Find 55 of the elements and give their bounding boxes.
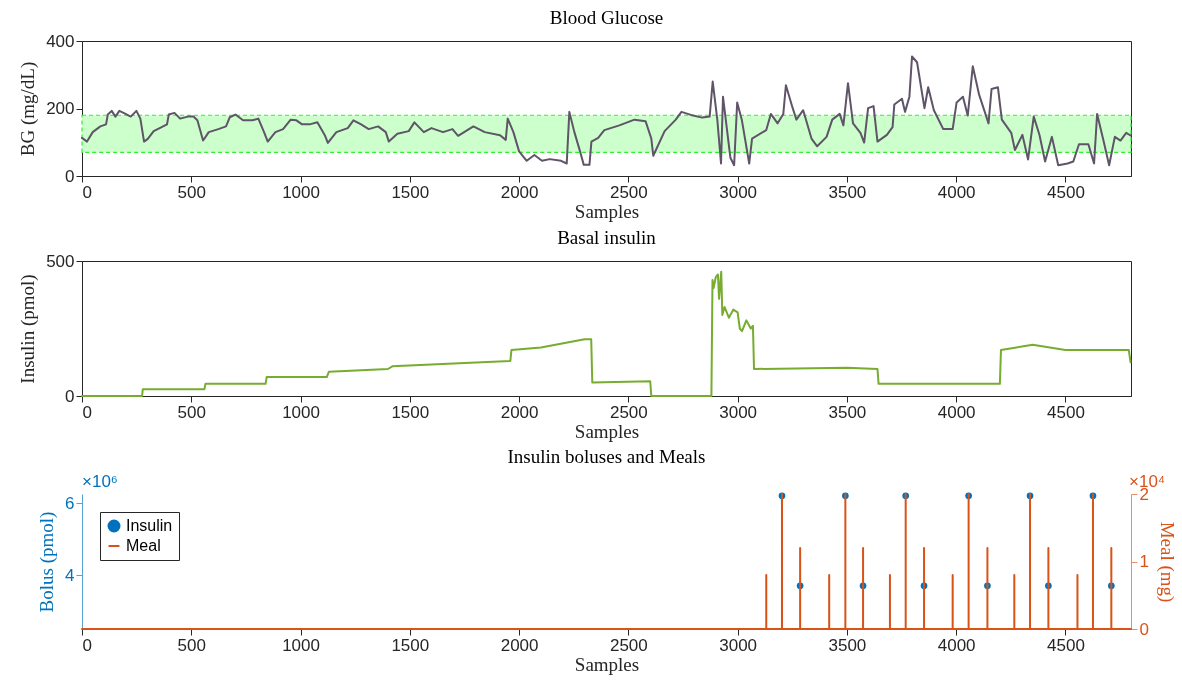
x-tick-label: 2500 xyxy=(609,635,648,655)
x-tick-label: 3000 xyxy=(719,402,758,422)
x-tick-label: 3000 xyxy=(719,182,758,202)
x-tick-label: 4000 xyxy=(937,402,976,422)
x-axis-title: Samples xyxy=(574,420,640,442)
line-series xyxy=(81,493,1132,630)
x-tick-label: 1000 xyxy=(282,182,320,202)
x-tick-label: 4500 xyxy=(1047,182,1085,202)
chart-title: Blood Glucose xyxy=(549,7,664,28)
line-series xyxy=(81,270,1132,397)
y2-tick-label: 1 xyxy=(1139,552,1149,571)
x-tick-label: 0 xyxy=(82,182,92,202)
x-axis-title: Samples xyxy=(574,653,640,675)
legend-label: Meal xyxy=(126,537,161,554)
x-tick-label: 3000 xyxy=(719,635,758,655)
y-tick-label: 200 xyxy=(46,99,75,118)
y-tick-label: 400 xyxy=(46,31,75,51)
y-tick-label: 0 xyxy=(65,166,75,186)
x-tick-label: 500 xyxy=(177,635,206,655)
x-axis-title: Samples xyxy=(574,200,640,222)
x-tick-label: 1000 xyxy=(282,635,320,655)
line-series xyxy=(81,55,1132,167)
y2-axis-title: Meal (mg) xyxy=(1155,521,1178,603)
x-tick-label: 2000 xyxy=(500,402,539,422)
x-tick-label: 2000 xyxy=(500,635,539,655)
legend-label: Insulin xyxy=(126,517,173,534)
text: ×10⁶ xyxy=(82,472,118,491)
x-tick-label: 500 xyxy=(177,182,206,202)
y-axis-title: Bolus (pmol) xyxy=(36,511,59,613)
chart-title: Basal insulin xyxy=(557,227,657,248)
y-tick-label: 0 xyxy=(65,386,75,406)
x-tick-label: 1500 xyxy=(391,182,430,202)
x-tick-label: 2500 xyxy=(609,182,648,202)
x-tick-label: 500 xyxy=(177,402,206,422)
y-axis-title: BG (mg/dL) xyxy=(17,61,40,157)
y2-tick-label: 0 xyxy=(1139,619,1149,639)
x-tick-label: 0 xyxy=(82,402,92,422)
chart-title: Insulin boluses and Meals xyxy=(507,446,706,467)
x-tick-label: 2500 xyxy=(609,402,648,422)
x-tick-label: 3500 xyxy=(828,402,867,422)
x-tick-label: 4000 xyxy=(937,182,976,202)
x-tick-label: 2000 xyxy=(500,182,539,202)
x-tick-label: 3500 xyxy=(828,182,867,202)
x-tick-label: 0 xyxy=(82,635,92,655)
x-tick-label: 4500 xyxy=(1047,635,1085,655)
x-tick-label: 4000 xyxy=(937,635,976,655)
x-tick-label: 1000 xyxy=(282,402,320,422)
x-tick-label: 1500 xyxy=(391,402,430,422)
y-tick-label: 6 xyxy=(65,493,75,513)
x-tick-label: 3500 xyxy=(828,635,867,655)
y-tick-label: 500 xyxy=(46,251,75,271)
x-tick-label: 4500 xyxy=(1047,402,1085,422)
y-tick-label: 4 xyxy=(65,565,75,585)
y-axis-title: Insulin (pmol) xyxy=(17,274,40,384)
x-tick-label: 1500 xyxy=(391,635,430,655)
